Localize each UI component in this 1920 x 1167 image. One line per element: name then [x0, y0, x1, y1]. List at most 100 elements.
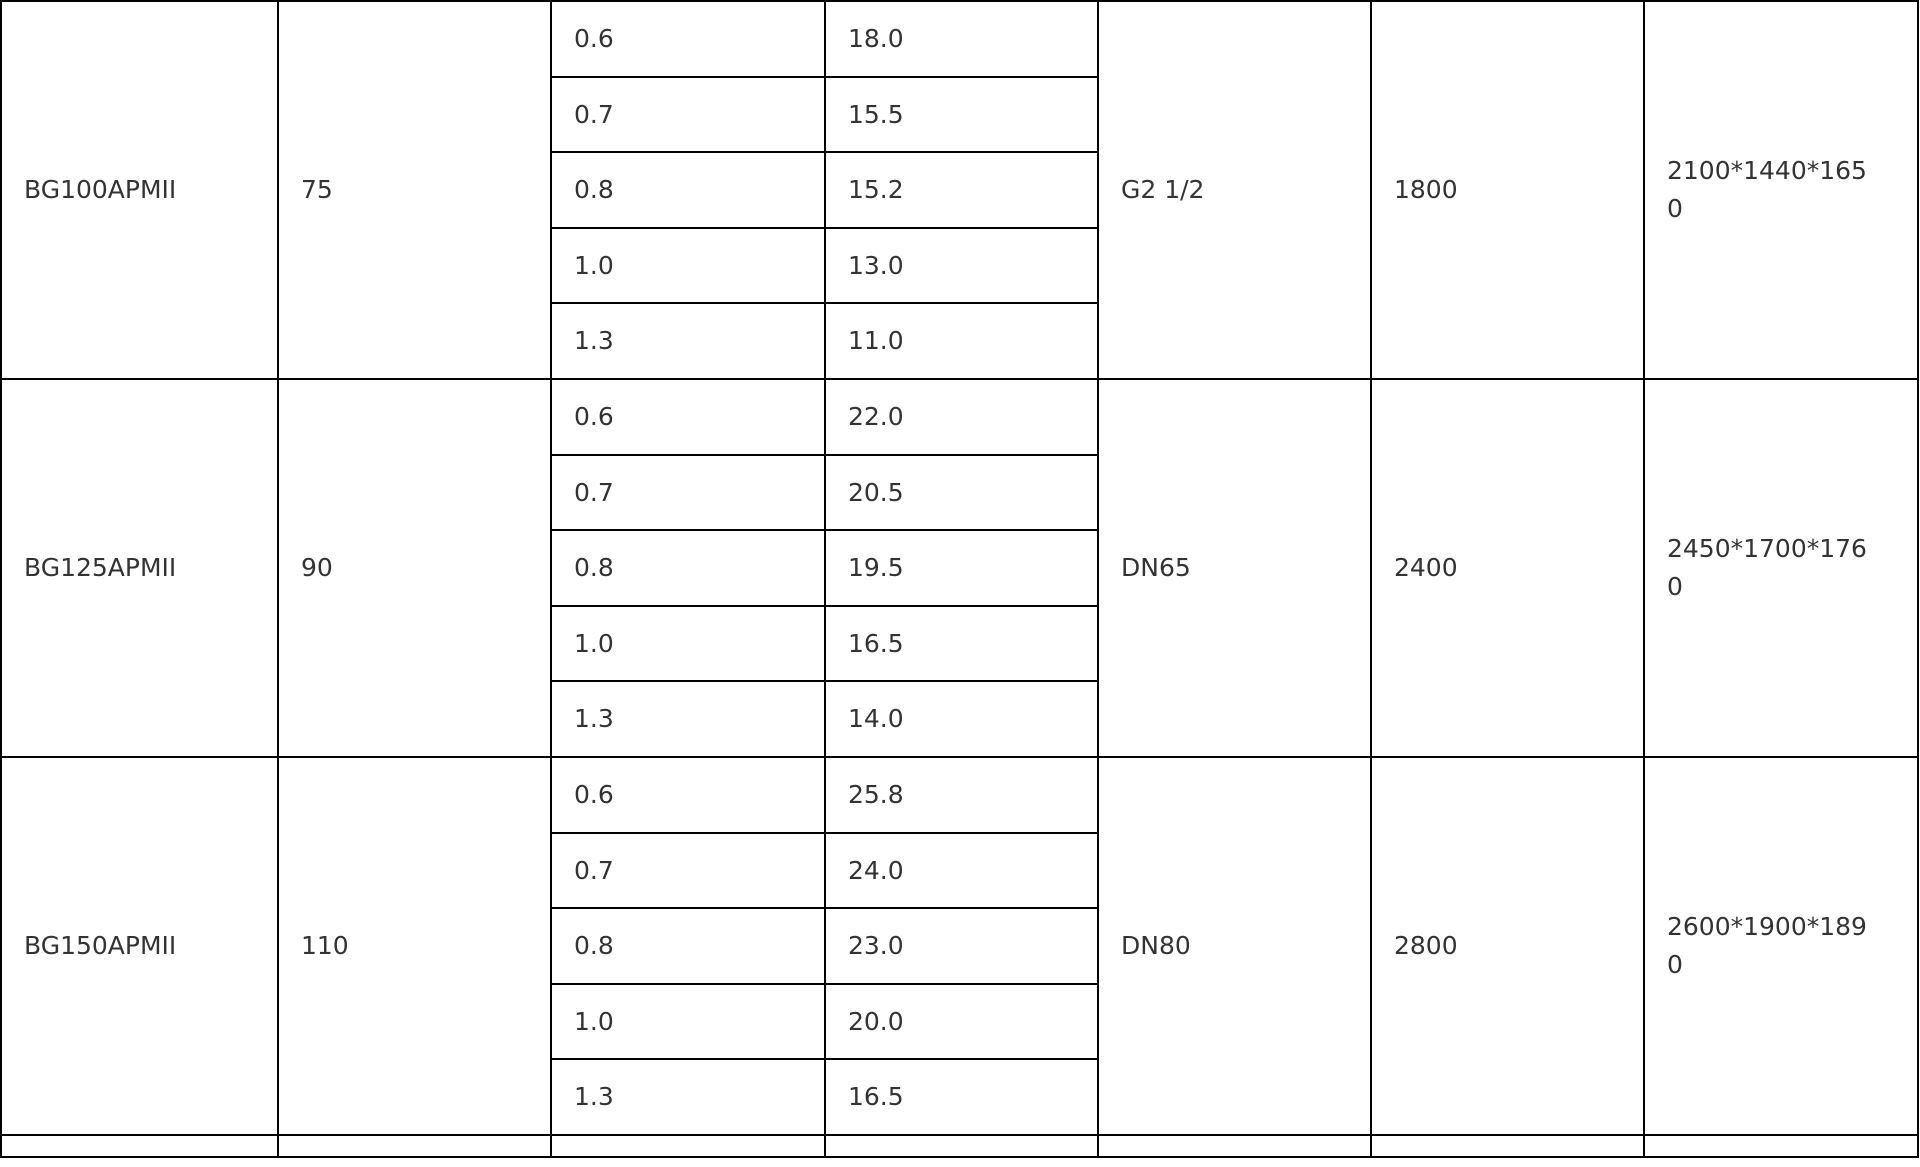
flow-cell-text: 15.5: [848, 99, 904, 129]
dimensions-cell-text: 2450*1700*1760: [1667, 534, 1867, 601]
table-row: BG150APMII 110 0.6 25.8 DN80 2800 2600*1900*18…: [0, 755, 1919, 1136]
table-row: 0.8 23.0: [1, 907, 1918, 985]
table-row: BG100APMII 75 0.6 18.0 G2 1/2 1800 2100*1440*1…: [0, 0, 1919, 380]
flow-cell-text: 22.0: [848, 402, 904, 432]
outlet-cell: DN80: [1097, 755, 1372, 1136]
pressure-cell-text: 0.8: [574, 931, 614, 961]
table-row: 1.3 16.5: [1, 1058, 1918, 1136]
table-row: 1.0 13.0: [1, 226, 1918, 305]
flow-cell: 16.5: [824, 1058, 1099, 1136]
pressure-cell-text: 1.3: [574, 326, 614, 356]
pressure-cell: 0.7: [550, 453, 826, 532]
weight-cell-text: 2400: [1394, 553, 1458, 583]
model-cell-text: BG100APMII: [24, 175, 177, 205]
pressure-cell-text: 0.7: [574, 477, 614, 507]
dimensions-cell: 2600*1900*1890: [1643, 755, 1919, 1136]
flow-cell: 16.5: [824, 604, 1099, 683]
pressure-cell: 0.6: [550, 377, 826, 456]
flow-cell: 24.0: [824, 831, 1099, 910]
flow-cell-text: 18.0: [848, 24, 904, 54]
pressure-cell: 1.0: [550, 982, 826, 1061]
flow-cell: 20.0: [824, 982, 1099, 1061]
power-cell: 90: [277, 377, 552, 758]
dimensions-cell-text: 2600*1900*1890: [1667, 912, 1867, 979]
weight-cell: 2800: [1370, 755, 1645, 1136]
power-cell: 75: [277, 0, 552, 380]
outlet-cell-text: G2 1/2: [1121, 175, 1205, 205]
pressure-cell-text: 0.7: [574, 99, 614, 129]
pressure-cell-text: 1.3: [574, 1082, 614, 1112]
pressure-cell-text: 1.0: [574, 250, 614, 280]
model-cell: BG150APMII: [0, 755, 279, 1136]
power-cell-text: 75: [301, 175, 333, 205]
pressure-cell: 0.8: [550, 907, 826, 985]
pressure-cell: 0.6: [550, 755, 826, 834]
power-cell-text: 90: [301, 553, 333, 583]
flow-cell: 20.5: [824, 453, 1099, 532]
model-cell-text: BG150APMII: [24, 931, 177, 961]
pressure-cell: 1.3: [550, 1058, 826, 1136]
pressure-cell-text: 1.0: [574, 1006, 614, 1036]
pressure-cell: 0.8: [550, 151, 826, 229]
empty-cell: [550, 1133, 826, 1158]
pressure-cell: 0.7: [550, 831, 826, 910]
flow-cell-text: 20.0: [848, 1006, 904, 1036]
flow-cell: 25.8: [824, 755, 1099, 834]
empty-cell: [824, 1133, 1099, 1158]
power-cell-text: 110: [301, 931, 349, 961]
pressure-cell-text: 0.6: [574, 24, 614, 54]
flow-cell: 22.0: [824, 377, 1099, 456]
outlet-cell-text: DN65: [1121, 553, 1191, 583]
table-row-partial: [0, 1133, 1919, 1158]
flow-cell: 14.0: [824, 680, 1099, 758]
flow-cell: 19.5: [824, 529, 1099, 607]
flow-cell-text: 14.0: [848, 704, 904, 734]
model-cell-text: BG125APMII: [24, 553, 177, 583]
dimensions-cell: 2450*1700*1760: [1643, 377, 1919, 758]
flow-cell-text: 19.5: [848, 553, 904, 583]
weight-cell-text: 1800: [1394, 175, 1458, 205]
empty-cell: [0, 1133, 279, 1158]
flow-cell: 18.0: [824, 0, 1099, 78]
flow-cell-text: 15.2: [848, 175, 904, 205]
weight-cell: 1800: [1370, 0, 1645, 380]
pressure-cell: 1.0: [550, 226, 826, 305]
table-row: 0.8 19.5: [1, 529, 1918, 607]
pressure-cell-text: 1.0: [574, 628, 614, 658]
empty-cell: [1370, 1133, 1645, 1158]
pressure-cell-text: 0.6: [574, 402, 614, 432]
pressure-cell: 1.0: [550, 604, 826, 683]
weight-cell-text: 2800: [1394, 931, 1458, 961]
pressure-cell: 1.3: [550, 302, 826, 380]
empty-cell: [1097, 1133, 1372, 1158]
outlet-cell-text: DN80: [1121, 931, 1191, 961]
table-row: 1.3 11.0: [1, 302, 1918, 380]
table-row: 0.7 15.5: [1, 75, 1918, 154]
table-row: 0.8 15.2: [1, 151, 1918, 229]
flow-cell-text: 11.0: [848, 326, 904, 356]
pressure-cell-text: 0.8: [574, 553, 614, 583]
pressure-cell-text: 0.8: [574, 175, 614, 205]
dimensions-cell: 2100*1440*1650: [1643, 0, 1919, 380]
empty-cell: [277, 1133, 552, 1158]
flow-cell-text: 13.0: [848, 250, 904, 280]
dimensions-cell-text: 2100*1440*1650: [1667, 156, 1867, 223]
flow-cell-text: 20.5: [848, 477, 904, 507]
flow-cell-text: 16.5: [848, 628, 904, 658]
pressure-cell-text: 0.6: [574, 779, 614, 809]
table-row: 1.0 16.5: [1, 604, 1918, 683]
flow-cell-text: 23.0: [848, 931, 904, 961]
flow-cell: 11.0: [824, 302, 1099, 380]
pressure-cell-text: 1.3: [574, 704, 614, 734]
pressure-cell: 0.6: [550, 0, 826, 78]
model-cell: BG100APMII: [0, 0, 279, 380]
outlet-cell: DN65: [1097, 377, 1372, 758]
pressure-cell: 0.7: [550, 75, 826, 154]
flow-cell-text: 16.5: [848, 1082, 904, 1112]
flow-cell: 13.0: [824, 226, 1099, 305]
empty-cell: [1643, 1133, 1919, 1158]
flow-cell-text: 24.0: [848, 855, 904, 885]
table-row: 1.0 20.0: [1, 982, 1918, 1061]
